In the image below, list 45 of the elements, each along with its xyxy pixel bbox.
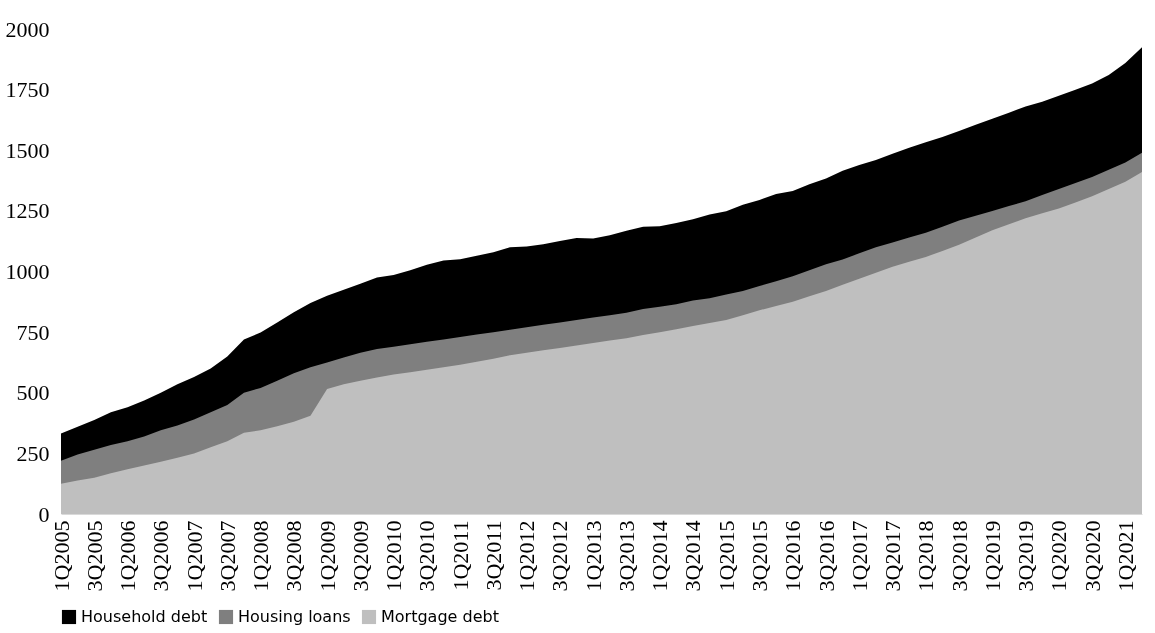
legend-label: Housing loans	[238, 607, 351, 626]
x-tick-label: 1Q2018	[913, 520, 939, 592]
y-tick-label: 750	[16, 319, 50, 345]
x-tick-label: 1Q2010	[381, 520, 407, 592]
x-tick-label: 1Q2012	[514, 520, 540, 592]
x-tick-label: 1Q2020	[1046, 520, 1072, 592]
x-tick-label: 1Q2011	[447, 520, 473, 591]
y-tick-label: 1500	[5, 137, 50, 163]
x-tick-label: 1Q2013	[580, 520, 606, 592]
x-tick-label: 3Q2012	[547, 520, 573, 592]
x-tick-label: 3Q2008	[281, 520, 307, 592]
x-tick-label: 3Q2007	[214, 520, 240, 592]
x-tick-label: 3Q2015	[746, 520, 772, 592]
y-tick-label: 500	[16, 380, 50, 406]
x-tick-label: 1Q2017	[846, 520, 872, 592]
x-tick-label: 3Q2018	[946, 520, 972, 592]
x-tick-label: 1Q2005	[48, 520, 74, 592]
x-tick-label: 1Q2021	[1112, 520, 1138, 592]
x-tick-label: 3Q2011	[480, 520, 506, 591]
legend-label: Mortgage debt	[381, 607, 499, 626]
x-tick-label: 3Q2014	[680, 520, 706, 592]
x-tick-label: 1Q2014	[647, 520, 673, 592]
x-tick-label: 3Q2016	[813, 520, 839, 592]
legend-label: Household debt	[81, 607, 208, 626]
y-tick-label: 1750	[5, 77, 50, 103]
x-tick-label: 1Q2006	[115, 520, 141, 592]
x-tick-label: 1Q2015	[713, 520, 739, 592]
x-tick-label: 3Q2006	[148, 520, 174, 592]
y-tick-label: 1250	[5, 198, 50, 224]
x-tick-label: 3Q2005	[81, 520, 107, 592]
x-tick-label: 3Q2020	[1079, 520, 1105, 592]
x-tick-label: 1Q2016	[780, 520, 806, 592]
y-tick-label: 2000	[5, 16, 50, 42]
y-tick-label: 0	[38, 501, 50, 527]
x-tick-label: 3Q2013	[613, 520, 639, 592]
x-tick-label: 1Q2009	[314, 520, 340, 592]
x-tick-label: 1Q2007	[181, 520, 207, 592]
x-tick-label: 3Q2019	[1013, 520, 1039, 592]
x-tick-label: 1Q2019	[979, 520, 1005, 592]
x-tick-label: 1Q2008	[248, 520, 274, 592]
x-tick-label: 3Q2017	[880, 520, 906, 592]
x-tick-label: 3Q2009	[347, 520, 373, 592]
y-tick-label: 250	[16, 440, 50, 466]
x-tick-label: 3Q2010	[414, 520, 440, 592]
y-tick-label: 1000	[5, 259, 50, 284]
